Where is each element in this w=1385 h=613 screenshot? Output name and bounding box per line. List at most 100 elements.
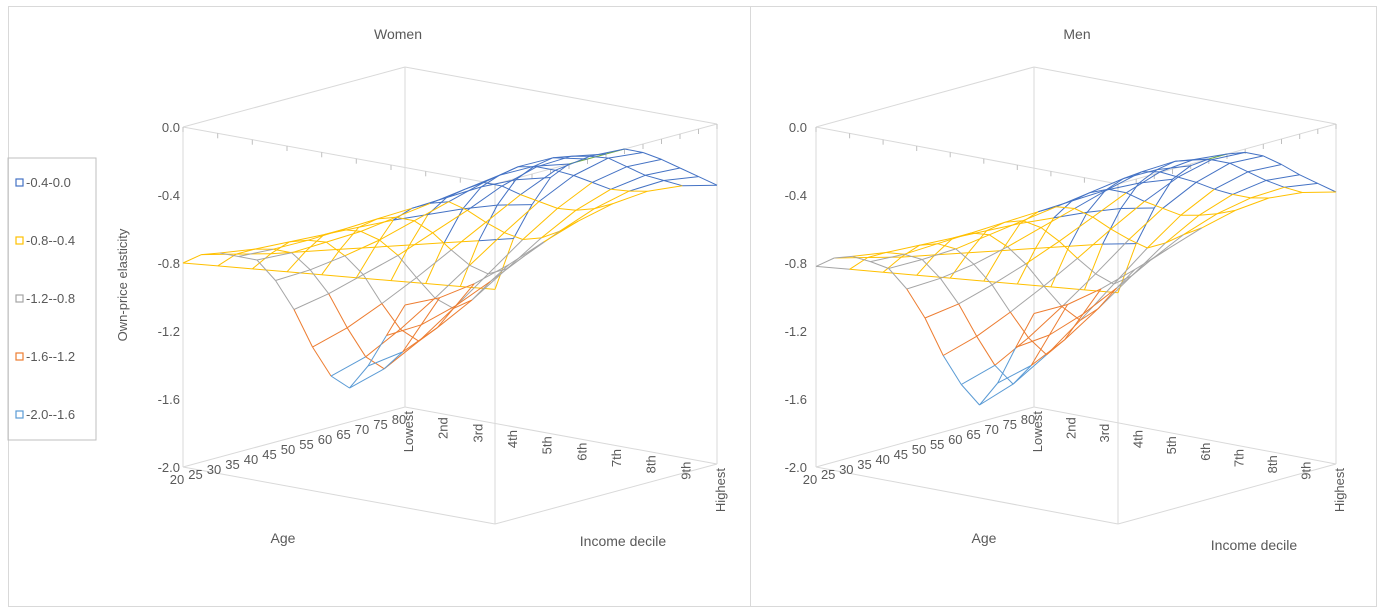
surface-segment bbox=[1064, 308, 1099, 340]
income-tick-label: 3rd bbox=[1097, 424, 1112, 443]
surface-segment bbox=[1183, 213, 1218, 236]
surface-segment bbox=[1028, 306, 1063, 339]
surface-segment bbox=[1012, 365, 1032, 385]
surface-segment bbox=[490, 264, 510, 282]
surface-segment bbox=[1012, 354, 1047, 385]
surface-segment bbox=[390, 244, 410, 281]
surface-segment bbox=[446, 186, 482, 199]
surface-segment bbox=[443, 208, 464, 244]
surface-segment bbox=[393, 214, 429, 221]
surface-segment bbox=[1147, 242, 1166, 249]
surface-segment bbox=[906, 277, 941, 290]
surface-segment bbox=[942, 335, 977, 356]
surface-segment bbox=[1040, 208, 1075, 229]
surface-segment bbox=[413, 201, 450, 222]
surface-segment bbox=[467, 209, 487, 223]
surface-segment bbox=[578, 203, 614, 222]
surface-segment bbox=[1229, 155, 1264, 164]
surface-segment bbox=[1216, 197, 1251, 215]
z-tick-label: -0.8 bbox=[158, 256, 180, 271]
surface-segment bbox=[610, 188, 630, 192]
income-tick-label: 8th bbox=[1265, 455, 1280, 473]
surface-segment bbox=[1105, 182, 1140, 191]
surface-segment bbox=[1043, 258, 1078, 287]
surface-segment bbox=[663, 180, 683, 187]
women-income-axis-label: Income decile bbox=[580, 533, 667, 549]
surface-segment bbox=[386, 304, 406, 336]
surface-segment bbox=[629, 180, 664, 192]
surface-segment bbox=[238, 248, 274, 257]
surface-segment bbox=[1123, 169, 1158, 179]
surface-segment bbox=[541, 230, 560, 239]
surface-segment bbox=[1141, 160, 1176, 173]
surface-segment bbox=[940, 263, 975, 279]
surface-segment bbox=[1302, 191, 1337, 193]
surface-segment bbox=[1022, 206, 1057, 222]
surface-segment bbox=[958, 303, 978, 337]
surface-segment bbox=[979, 382, 999, 406]
income-tick-label: 4th bbox=[1131, 430, 1146, 448]
axis-edge bbox=[1033, 66, 1337, 125]
surface-segment bbox=[608, 157, 628, 168]
surface-segment bbox=[1095, 239, 1130, 275]
surface-segment bbox=[367, 351, 403, 367]
income-tick-label: 2nd bbox=[1064, 417, 1079, 439]
surface-segment bbox=[377, 207, 412, 220]
surface-segment bbox=[1102, 208, 1122, 245]
surface-segment bbox=[1159, 171, 1179, 178]
surface-segment bbox=[494, 238, 514, 290]
surface-segment bbox=[402, 327, 438, 353]
surface-segment bbox=[1001, 247, 1036, 252]
surface-segment bbox=[1009, 311, 1029, 338]
surface-segment bbox=[1017, 283, 1051, 288]
surface-segment bbox=[379, 220, 415, 241]
surface-segment bbox=[420, 297, 441, 326]
surface-segment bbox=[374, 244, 410, 248]
surface-segment bbox=[1050, 245, 1070, 288]
axis-edge bbox=[182, 66, 406, 128]
surface-segment bbox=[326, 241, 346, 257]
surface-segment bbox=[346, 327, 367, 358]
z-tick-label: -1.2 bbox=[785, 324, 807, 339]
age-tick-label: 55 bbox=[299, 437, 313, 452]
surface-segment bbox=[1126, 171, 1161, 194]
surface-segment bbox=[344, 255, 364, 275]
surface-segment bbox=[1015, 334, 1050, 348]
surface-segment bbox=[682, 184, 718, 187]
surface-segment bbox=[219, 252, 239, 257]
surface-segment bbox=[1082, 287, 1117, 315]
surface-segment bbox=[849, 257, 868, 270]
age-tick-label: 35 bbox=[225, 457, 239, 472]
income-tick-label: Lowest bbox=[401, 411, 416, 453]
surface-segment bbox=[1116, 260, 1151, 289]
surface-segment bbox=[1144, 200, 1163, 209]
surface-segment bbox=[342, 218, 378, 231]
surface-segment bbox=[289, 234, 325, 243]
surface-segment bbox=[815, 257, 835, 267]
surface-segment bbox=[949, 252, 969, 279]
age-tick-label: 20 bbox=[803, 472, 817, 487]
surface-segment bbox=[1049, 313, 1084, 336]
surface-segment bbox=[958, 284, 993, 305]
surface-segment bbox=[1120, 207, 1155, 209]
income-tick-label: 7th bbox=[609, 449, 624, 467]
surface-segment bbox=[1053, 200, 1073, 219]
surface-segment bbox=[496, 179, 517, 206]
surface-segment bbox=[330, 356, 366, 377]
surface-segment bbox=[256, 252, 292, 261]
income-tick-label: 5th bbox=[540, 436, 555, 454]
axis-edge bbox=[404, 66, 718, 125]
surface-segment bbox=[1183, 227, 1202, 236]
age-tick-label: 25 bbox=[188, 467, 202, 482]
surface-segment bbox=[1172, 165, 1191, 180]
axis-edge bbox=[1033, 406, 1337, 465]
surface-segment bbox=[459, 240, 480, 287]
surface-segment bbox=[852, 255, 871, 263]
surface-segment bbox=[238, 256, 258, 261]
surface-segment bbox=[497, 204, 533, 206]
surface-segment bbox=[1180, 188, 1215, 216]
legend-swatch bbox=[15, 294, 24, 303]
surface-segment bbox=[955, 248, 975, 265]
surface-segment bbox=[589, 148, 625, 157]
surface-segment bbox=[501, 166, 537, 187]
